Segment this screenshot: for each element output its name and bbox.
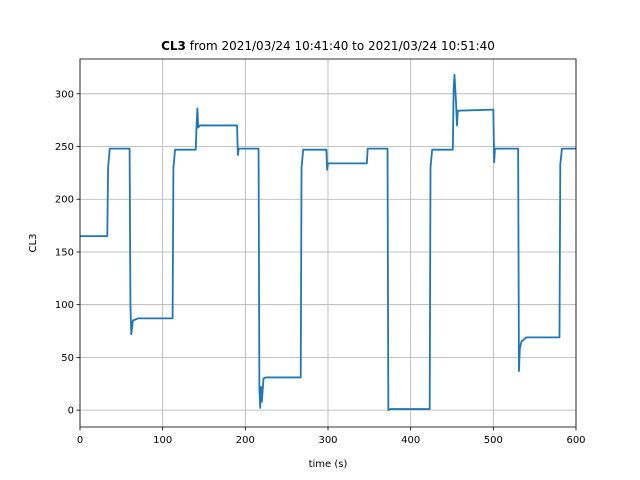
x-tick-label: 500: [484, 435, 503, 446]
chart-title: CL3 from 2021/03/24 10:41:40 to 2021/03/…: [161, 39, 495, 53]
y-axis-label: CL3: [28, 234, 39, 253]
x-tick-label: 200: [236, 435, 255, 446]
x-tick-label: 400: [401, 435, 420, 446]
x-axis-label: time (s): [309, 459, 348, 470]
y-tick-label: 250: [55, 142, 74, 153]
x-tick-label: 600: [566, 435, 585, 446]
title-rest: from 2021/03/24 10:41:40 to 2021/03/24 1…: [190, 39, 495, 53]
x-tick-label: 100: [153, 435, 172, 446]
y-tick-label: 0: [68, 406, 74, 417]
y-tick-label: 100: [55, 300, 74, 311]
data-line: [80, 73, 576, 412]
y-tick-label: 300: [55, 89, 74, 100]
y-tick-label: 150: [55, 247, 74, 258]
plot-frame: [79, 58, 577, 428]
x-tick-label: 0: [77, 435, 83, 446]
y-tick-label: 200: [55, 195, 74, 206]
x-tick-label: 300: [318, 435, 337, 446]
y-tick-label: 50: [61, 353, 74, 364]
title-bold: CL3: [161, 39, 186, 53]
